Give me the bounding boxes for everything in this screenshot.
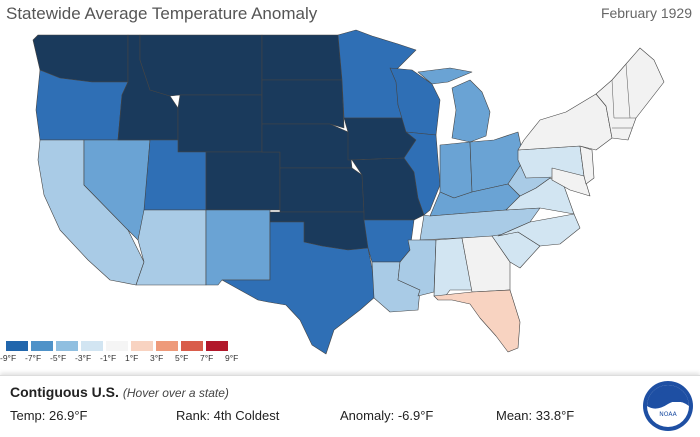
legend-tick-label: 9°F — [225, 353, 239, 363]
state-nj[interactable] — [579, 145, 595, 185]
state-tx[interactable] — [221, 221, 377, 355]
rank-value: 4th Coldest — [213, 408, 280, 423]
state-co[interactable] — [205, 151, 281, 211]
legend-tick-label: -1°F — [100, 353, 117, 363]
legend-swatch — [156, 341, 178, 351]
state-nd[interactable] — [261, 34, 343, 81]
state-nc[interactable] — [497, 213, 581, 247]
legend-swatch — [81, 341, 103, 351]
mean-value: 33.8°F — [535, 408, 575, 423]
legend-swatch — [31, 341, 53, 351]
temp-stat: Temp: 26.9°F — [10, 408, 88, 423]
region-name: Contiguous U.S. — [10, 384, 119, 400]
state-tn[interactable] — [419, 207, 541, 241]
anomaly-stat: Anomaly: -6.9°F — [340, 408, 434, 423]
map-title: Statewide Average Temperature Anomaly — [6, 4, 318, 23]
state-in[interactable] — [439, 141, 473, 199]
legend-swatch — [206, 341, 228, 351]
temp-value: 26.9°F — [49, 408, 88, 423]
info-panel: Contiguous U.S. (Hover over a state) Temp… — [0, 375, 700, 437]
state-ne_states[interactable] — [595, 47, 665, 141]
svg-text:NOAA: NOAA — [659, 411, 677, 418]
state-mi[interactable] — [417, 67, 491, 143]
legend-tick-label: -7°F — [25, 353, 42, 363]
legend-swatch — [106, 341, 128, 351]
region-hint: (Hover over a state) — [122, 386, 229, 400]
legend-tick-label: -3°F — [75, 353, 92, 363]
state-wy[interactable] — [177, 94, 263, 153]
legend-swatch — [131, 341, 153, 351]
state-md[interactable] — [551, 167, 591, 197]
noaa-logo-icon: NOAA — [643, 381, 693, 431]
legend-tick-label: -9°F — [0, 353, 17, 363]
legend-tick-label: 3°F — [150, 353, 164, 363]
state-mt[interactable] — [139, 34, 263, 97]
legend-tick-label: 7°F — [200, 353, 214, 363]
state-ga[interactable] — [461, 235, 511, 293]
state-ny[interactable] — [517, 93, 613, 151]
state-pa[interactable] — [517, 145, 585, 179]
us-state-map — [32, 29, 665, 355]
legend-swatch — [6, 341, 28, 351]
legend-swatch — [56, 341, 78, 351]
state-nm[interactable] — [205, 209, 271, 286]
state-ks[interactable] — [279, 167, 365, 213]
rank-stat: Rank: 4th Coldest — [176, 408, 280, 423]
state-il[interactable] — [403, 131, 441, 216]
mean-stat: Mean: 33.8°F — [496, 408, 575, 423]
state-sd[interactable] — [261, 79, 345, 129]
legend-swatch — [181, 341, 203, 351]
legend-tick-label: -5°F — [50, 353, 67, 363]
map-period: February 1929 — [600, 5, 692, 21]
anomaly-value: -6.9°F — [397, 408, 434, 423]
state-az[interactable] — [135, 209, 207, 286]
legend-tick-label: 5°F — [175, 353, 189, 363]
legend-tick-label: 1°F — [125, 353, 139, 363]
state-fl[interactable] — [433, 289, 521, 353]
